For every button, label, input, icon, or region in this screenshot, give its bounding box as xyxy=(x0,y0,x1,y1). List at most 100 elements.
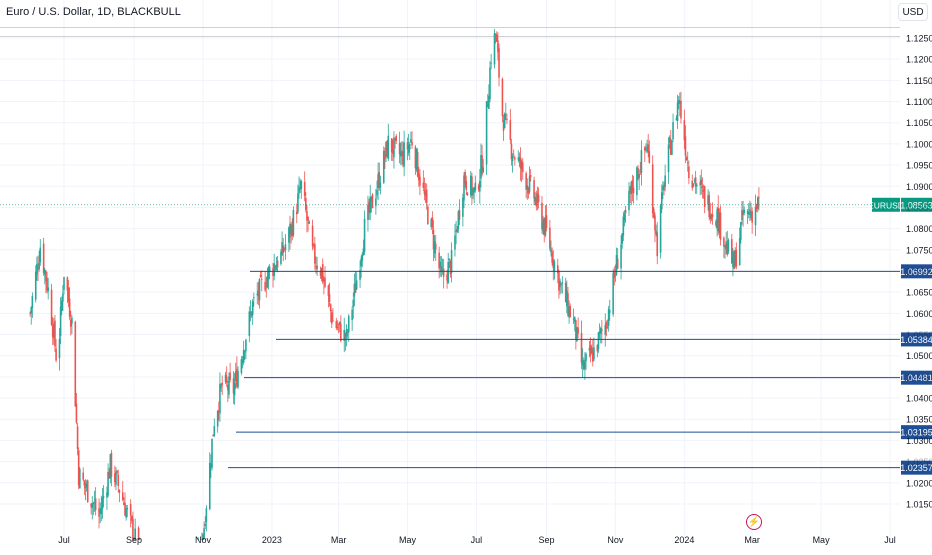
x-tick-label: Jul xyxy=(884,535,896,545)
candle-body xyxy=(61,301,63,311)
candle-body xyxy=(314,244,316,264)
candle-body xyxy=(364,219,366,252)
candle-body xyxy=(220,385,222,388)
candle-body xyxy=(308,222,310,224)
candle-body xyxy=(411,142,413,146)
candle-body xyxy=(554,261,556,271)
candle-body xyxy=(454,235,456,249)
candle-body xyxy=(299,189,301,190)
candle-body xyxy=(209,463,211,509)
candle-body xyxy=(489,67,491,98)
candle-body xyxy=(204,524,206,526)
x-tick-label: Mar xyxy=(331,535,347,545)
candle-body xyxy=(103,496,105,498)
candle-body xyxy=(79,469,81,488)
candle-body xyxy=(486,101,488,164)
candle-body xyxy=(585,354,587,361)
y-tick-label: 1.05000 xyxy=(906,351,932,361)
candle-body xyxy=(467,193,469,196)
candle-body xyxy=(264,282,266,290)
candle-body xyxy=(269,267,271,272)
candle-body xyxy=(126,508,128,509)
y-tick-label: 1.03500 xyxy=(906,415,932,425)
x-tick-label: Mar xyxy=(744,535,760,545)
y-tick-label: 1.07000 xyxy=(906,266,932,276)
candle-body xyxy=(723,238,725,247)
candle-body xyxy=(115,472,117,485)
candle-body xyxy=(465,181,467,190)
x-tick-label: Sep xyxy=(538,535,554,545)
candle-body xyxy=(51,290,53,325)
candle-body xyxy=(456,229,458,232)
candle-body xyxy=(628,191,630,210)
x-tick-label: Nov xyxy=(607,535,624,545)
candle-body xyxy=(410,139,412,142)
y-tick-label: 1.10500 xyxy=(906,118,932,128)
candle-body xyxy=(426,190,428,204)
candle-body xyxy=(529,176,531,191)
candle-body xyxy=(211,439,213,468)
candle-body xyxy=(504,114,506,129)
candle-body xyxy=(419,177,421,186)
candle-body xyxy=(533,180,535,198)
candle-body xyxy=(479,181,481,192)
candle-body xyxy=(403,142,405,166)
candle-body xyxy=(601,329,603,331)
candle-body xyxy=(293,210,295,235)
candle-body xyxy=(624,214,626,221)
candle-body xyxy=(409,144,411,150)
y-tick-label: 1.08000 xyxy=(906,224,932,234)
candle-body xyxy=(685,136,687,155)
currency-button[interactable]: USD xyxy=(898,3,928,21)
candle-body xyxy=(712,214,714,216)
candle-body xyxy=(322,264,324,282)
candle-body xyxy=(244,351,246,352)
candle-body xyxy=(514,158,516,160)
candle-body xyxy=(237,371,239,387)
candle-body xyxy=(116,471,118,473)
candle-body xyxy=(87,480,89,502)
y-tick-label: 1.12000 xyxy=(906,55,932,65)
y-tick-label: 1.09000 xyxy=(906,182,932,192)
candle-body xyxy=(277,261,279,268)
candle-body xyxy=(329,294,331,302)
candle-body xyxy=(252,301,254,315)
candle-body xyxy=(119,490,121,493)
candle-body xyxy=(38,263,40,270)
candle-body xyxy=(234,383,236,395)
candle-body xyxy=(372,194,374,208)
x-tick-label: Nov xyxy=(195,535,212,545)
candle-body xyxy=(206,508,208,522)
y-tick-label: 1.01500 xyxy=(906,499,932,509)
candle-body xyxy=(482,167,484,171)
candle-body xyxy=(612,273,614,314)
x-tick-label: 2024 xyxy=(674,535,694,545)
y-tick-label: 1.11000 xyxy=(906,97,932,107)
candle-body xyxy=(54,321,56,347)
candle-body xyxy=(639,174,641,175)
candle-body xyxy=(757,198,759,209)
candle-body xyxy=(380,183,382,188)
candle-body xyxy=(435,244,437,249)
x-tick-label: Sep xyxy=(126,535,142,545)
candle-body xyxy=(680,101,682,118)
candle-body xyxy=(687,162,689,163)
candle-body xyxy=(376,190,378,195)
candle-body xyxy=(117,475,119,486)
candle-body xyxy=(213,426,215,435)
candle-body xyxy=(324,278,326,287)
y-tick-label: 1.09500 xyxy=(906,161,932,171)
candle-body xyxy=(82,473,84,480)
candle-body xyxy=(449,259,451,260)
candle-body xyxy=(47,287,49,291)
candle-body xyxy=(654,215,656,230)
candle-body xyxy=(305,198,307,210)
candle-body xyxy=(417,152,419,177)
y-tick-label: 1.10000 xyxy=(906,139,932,149)
y-tick-label: 1.11500 xyxy=(906,76,932,86)
candle-body xyxy=(130,504,132,515)
candle-body xyxy=(475,183,477,191)
flash-icon[interactable]: ⚡ xyxy=(746,514,762,530)
